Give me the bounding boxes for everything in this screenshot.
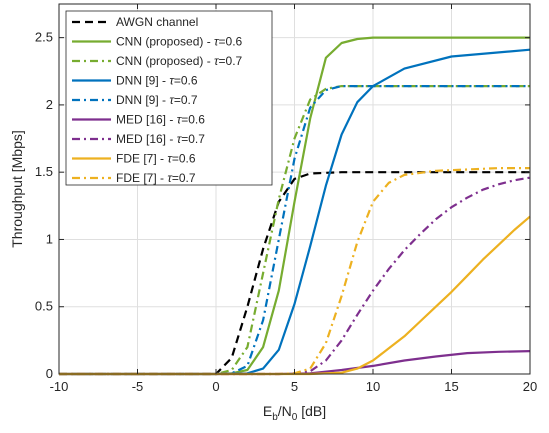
legend-tau-symbol: τ [177, 132, 183, 146]
legend-label-text: DNN [9] - [116, 93, 169, 107]
x-axis-title: Eb/N0 [dB] [263, 403, 326, 423]
legend-label-text: CNN (proposed) - [116, 54, 214, 68]
legend-label-4: DNN [9] - τ=0.6 [116, 74, 198, 88]
legend-label-text: DNN [9] - [116, 74, 169, 88]
series-line-5 [59, 84, 530, 376]
x-tick-label: 15 [444, 379, 458, 394]
legend-label-text: AWGN channel [116, 15, 198, 29]
legend-tau-value: =0.6 [172, 152, 196, 166]
y-tick-label: 0 [46, 366, 53, 381]
legend-tau-value: =0.7 [172, 171, 196, 185]
x-axis-title-sub1: b [272, 412, 278, 423]
legend-box [65, 10, 273, 186]
legend-label-text: CNN (proposed) - [116, 35, 214, 49]
legend-tau-value: =0.6 [181, 113, 205, 127]
legend-label-5: DNN [9] - τ=0.7 [116, 93, 198, 107]
legend-label-2: CNN (proposed) - τ=0.6 [116, 35, 243, 49]
x-axis-title-tail: [dB] [297, 403, 326, 419]
legend-tau-value: =0.7 [219, 54, 243, 68]
y-tick-label: 1 [46, 231, 53, 246]
legend-tau-value: =0.6 [174, 74, 198, 88]
legend-label-text: FDE [7] - [116, 171, 167, 185]
x-tick-label: -10 [50, 379, 69, 394]
legend-tau-symbol: τ [169, 93, 175, 107]
legend-tau-symbol: τ [167, 171, 173, 185]
legend-label-7: MED [16] - τ=0.7 [116, 132, 205, 146]
legend-label-9: FDE [7] - τ=0.7 [116, 171, 196, 185]
x-tick-label: 20 [523, 379, 537, 394]
axis-ticks: -10 -5 0 5 10 15 20 0 0.5 1 1.5 2 2.5 [35, 4, 537, 394]
x-axis-title-main2: /N [278, 403, 292, 419]
legend-label-text: MED [16] - [116, 113, 177, 127]
y-tick-label: 2 [46, 97, 53, 112]
x-tick-label: 10 [366, 379, 380, 394]
legend-tau-symbol: τ [169, 74, 175, 88]
legend-tau-value: =0.7 [174, 93, 198, 107]
x-axis-title-sub2: 0 [292, 412, 298, 423]
legend-tau-value: =0.6 [219, 35, 243, 49]
x-tick-label: -5 [132, 379, 144, 394]
legend-label-text: MED [16] - [116, 132, 177, 146]
legend-label-8: FDE [7] - τ=0.6 [116, 152, 196, 166]
legend-tau-value: =0.7 [181, 132, 205, 146]
legend-label-1: AWGN channel [116, 15, 198, 29]
x-axis-title-main1: E [263, 403, 272, 419]
y-tick-label: 2.5 [35, 30, 53, 45]
legend-label-3: CNN (proposed) - τ=0.7 [116, 54, 243, 68]
y-axis-title: Throughput [Mbps] [9, 130, 25, 248]
x-tick-label: 0 [212, 379, 219, 394]
legend-tau-symbol: τ [167, 152, 173, 166]
legend-label-text: FDE [7] - [116, 152, 167, 166]
legend-label-6: MED [16] - τ=0.6 [116, 113, 205, 127]
legend-tau-symbol: τ [177, 113, 183, 127]
y-tick-label: 0.5 [35, 299, 53, 314]
legend-tau-symbol: τ [214, 54, 220, 68]
y-tick-label: 1.5 [35, 164, 53, 179]
legend-tau-symbol: τ [214, 35, 220, 49]
x-tick-label: 5 [291, 379, 298, 394]
